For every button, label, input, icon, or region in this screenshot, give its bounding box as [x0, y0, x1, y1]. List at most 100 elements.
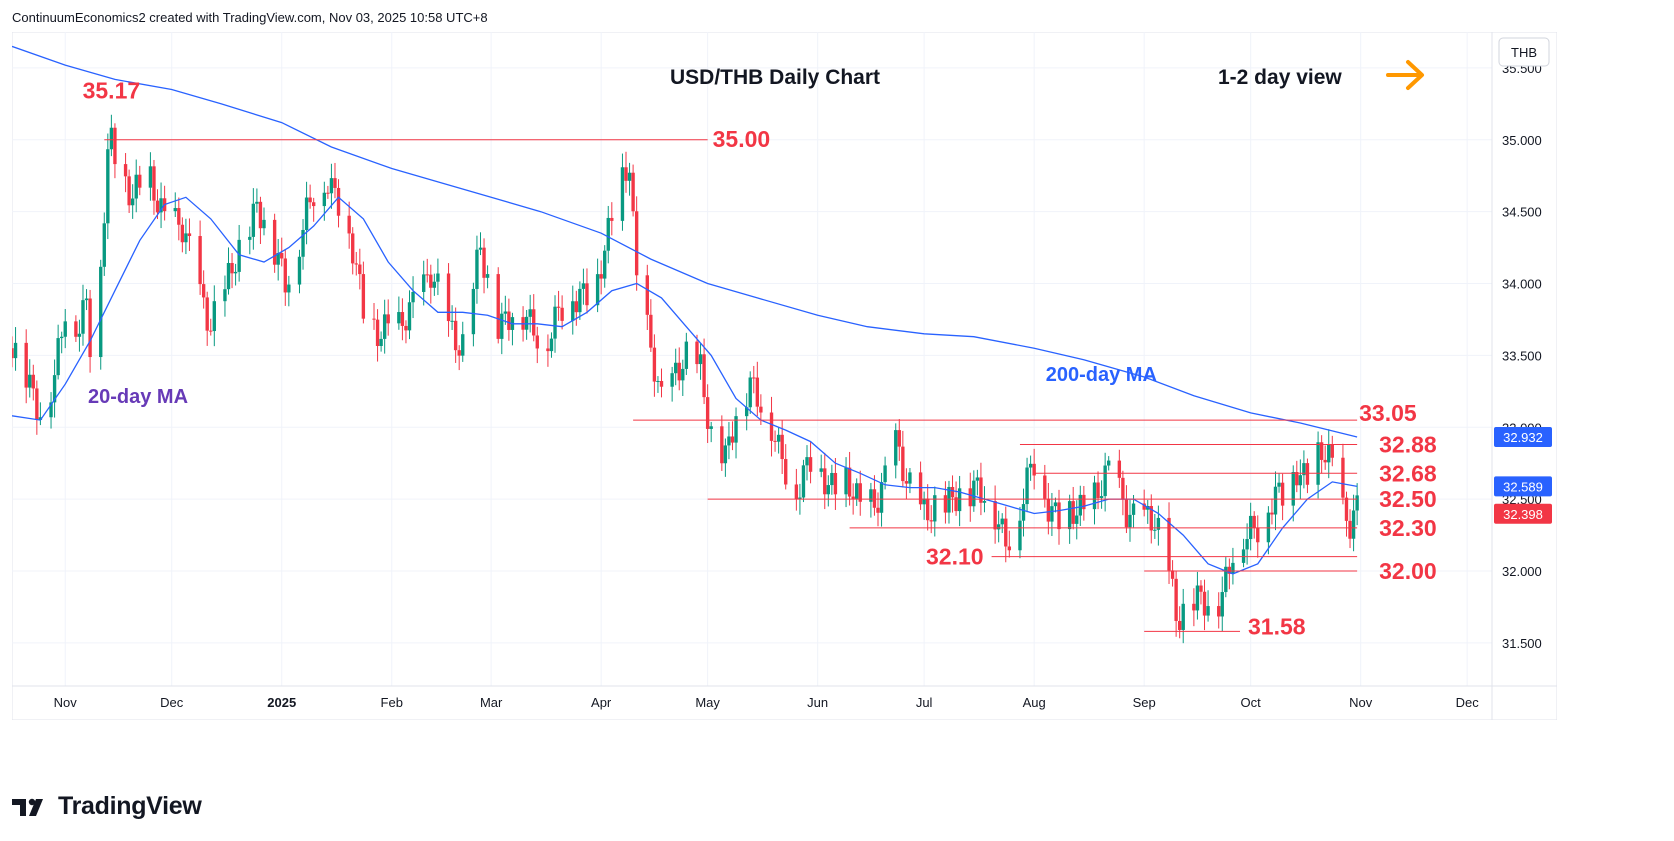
candle-bear [702, 354, 706, 398]
candle-bull [38, 417, 43, 420]
last-price-tag [1494, 503, 1552, 524]
candle-bull [28, 374, 32, 388]
candle-bull [627, 172, 632, 181]
chart-title: USD/THB Daily Chart [670, 66, 880, 89]
candle-bear [794, 484, 799, 500]
candle-bear [127, 176, 131, 206]
candle-bull [681, 368, 685, 381]
price-tag-label: 32.589 [1503, 479, 1543, 494]
x-tick-label: Dec [160, 695, 184, 710]
x-tick-label: Nov [1349, 695, 1373, 710]
candle-bull [1351, 510, 1356, 539]
candle-bear [705, 397, 710, 429]
candle-bear [1330, 444, 1334, 458]
candle-bear [634, 211, 639, 276]
candle-bull [450, 320, 454, 322]
candle-bear [187, 233, 192, 237]
candle-bull [411, 291, 415, 303]
candle-bear [599, 274, 603, 279]
candle-bull [379, 338, 383, 347]
candle-bear [1177, 620, 1182, 630]
brand-name: TradingView [58, 792, 202, 820]
candle-bear [1149, 505, 1153, 531]
candle-bear [1256, 527, 1260, 543]
chart-background [11, 31, 1558, 721]
candle-bear [901, 446, 905, 482]
candle-bear [88, 298, 92, 358]
candle-bear [851, 496, 855, 499]
candle-bull [81, 300, 85, 334]
candle-bull [1078, 494, 1082, 516]
candle-bear [1071, 501, 1075, 524]
price-tag-label: 32.932 [1503, 430, 1543, 445]
candle-bear [177, 208, 181, 225]
candle-bear [773, 440, 777, 442]
candle-bear [943, 495, 948, 513]
candle-bear [1032, 463, 1036, 476]
candle-bull [947, 486, 951, 513]
candle-bull [996, 524, 1001, 530]
candle-bull [1327, 444, 1331, 463]
candle-bull [13, 342, 18, 359]
candle-bull [52, 375, 57, 403]
candle-bull [819, 468, 823, 472]
candle-bull [1195, 585, 1200, 611]
candle-bear [1199, 585, 1203, 592]
candle-bear [123, 164, 128, 177]
x-tick-label: Sep [1133, 695, 1156, 710]
candle-bull [656, 380, 660, 382]
y-tick-label: 34.500 [1502, 205, 1542, 220]
candle-bear [457, 350, 461, 356]
level-label: 32.50 [1379, 486, 1437, 512]
candle-bull [1075, 515, 1079, 524]
candle-bull [237, 239, 241, 272]
candle-bear [833, 472, 838, 495]
candle-bear [155, 200, 160, 213]
y-tick-label: 32.000 [1502, 564, 1542, 579]
candle-bull [972, 480, 976, 507]
candle-bull [1220, 592, 1224, 617]
ma-price-tag [1494, 427, 1552, 448]
candle-bear [759, 406, 763, 413]
candle-bear [180, 224, 185, 243]
candle-bear [311, 202, 316, 207]
candle-bear [950, 486, 955, 498]
candle-bull [1181, 603, 1185, 630]
candle-bull [1021, 504, 1026, 521]
candle-bull [1000, 518, 1004, 525]
candle-bear [1121, 477, 1125, 500]
candle-bear [386, 314, 390, 324]
candle-bear [138, 174, 142, 188]
candle-bear [897, 430, 901, 447]
candle-bull [485, 274, 490, 278]
candle-bull [571, 301, 575, 321]
currency-label: THB [1511, 45, 1537, 60]
x-tick-label: Nov [54, 695, 78, 710]
chart-area[interactable]: 35.50035.00034.50034.00033.50033.00032.5… [10, 31, 1558, 725]
candle-bear [429, 274, 433, 288]
candle-bear [918, 472, 923, 505]
candle-bear [1046, 498, 1051, 522]
candle-bear [482, 247, 486, 278]
candle-bear [1167, 517, 1171, 571]
candle-bear [532, 309, 536, 336]
candle-bull [844, 467, 848, 495]
currency-box[interactable] [1498, 37, 1550, 67]
candle-bear [1170, 570, 1175, 579]
candle-bear [453, 320, 458, 351]
candle-bear [574, 301, 579, 313]
candle-bull [595, 274, 600, 306]
candle-bull [1206, 606, 1210, 616]
candle-bull [109, 127, 114, 150]
candle-bull [130, 198, 135, 206]
candle-bull [908, 472, 912, 484]
x-tick-label: May [695, 695, 720, 710]
candle-bull [56, 338, 60, 376]
level-label: 32.88 [1379, 432, 1437, 458]
candle-bull [1099, 496, 1104, 498]
candle-bull [63, 321, 67, 337]
candle-bear [1082, 494, 1086, 510]
candlestick-chart[interactable]: 35.50035.00034.50034.00033.50033.00032.5… [10, 31, 1558, 721]
y-tick-label: 35.000 [1502, 133, 1542, 148]
candle-bear [496, 274, 500, 339]
